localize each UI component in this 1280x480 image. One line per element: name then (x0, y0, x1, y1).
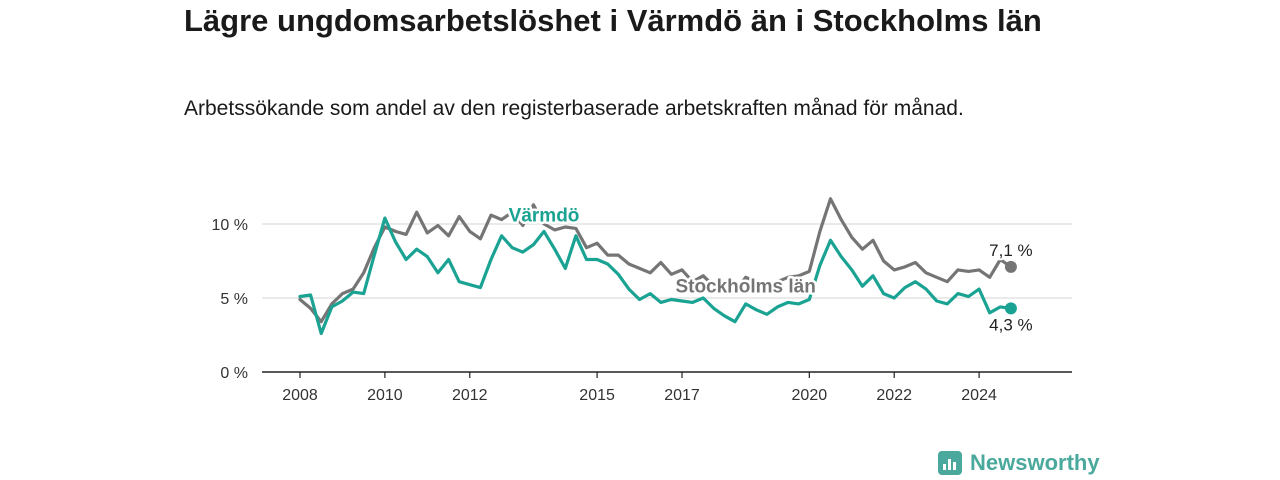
x-tick-label: 2010 (367, 387, 403, 404)
y-axis-tick-labels: 0 % 5 % 10 % (212, 217, 248, 382)
x-tick-label: 2008 (282, 387, 318, 404)
series-line-1 (298, 216, 1013, 336)
series-end-marker-0 (1004, 260, 1017, 273)
end-value-label: 4,3 % (989, 315, 1032, 334)
end-value-label: 7,1 % (989, 241, 1032, 260)
brand-logo: Newsworthy (938, 448, 1100, 478)
x-tick-label: 2017 (664, 387, 700, 404)
x-tick-label: 2012 (452, 387, 488, 404)
chart-subtitle: Arbetssökande som andel av den registerb… (184, 97, 964, 120)
x-tick-label: 2020 (792, 387, 828, 404)
series-label-halo: Värmdö (509, 205, 580, 226)
y-tick-label: 0 % (220, 365, 248, 382)
y-tick-label: 5 % (220, 291, 248, 308)
x-axis: 2008 2010 2012 2015 2017 2020 2022 2024 (262, 371, 1072, 404)
x-tick-label: 2015 (579, 387, 615, 404)
series-label: Stockholms län (675, 276, 815, 297)
series-label: Värmdö (509, 205, 580, 226)
series-lines (298, 197, 1017, 336)
x-tick-label: 2024 (961, 387, 997, 404)
series-line-0 (298, 197, 1013, 324)
y-tick-label: 10 % (212, 217, 248, 234)
chart-title: Lägre ungdomsarbetslöshet i Värmdö än i … (184, 3, 1042, 38)
series-end-marker-1 (1004, 302, 1017, 315)
end-value-label-halo: 7,1 % (989, 241, 1032, 260)
y-gridlines (262, 223, 1072, 299)
series-label-halo: Stockholms län (675, 276, 815, 297)
end-value-label-halo: 4,3 % (989, 315, 1032, 334)
brand-name: Newsworthy (970, 450, 1100, 475)
x-tick-label: 2022 (876, 387, 912, 404)
bar-chart-icon (938, 451, 962, 475)
